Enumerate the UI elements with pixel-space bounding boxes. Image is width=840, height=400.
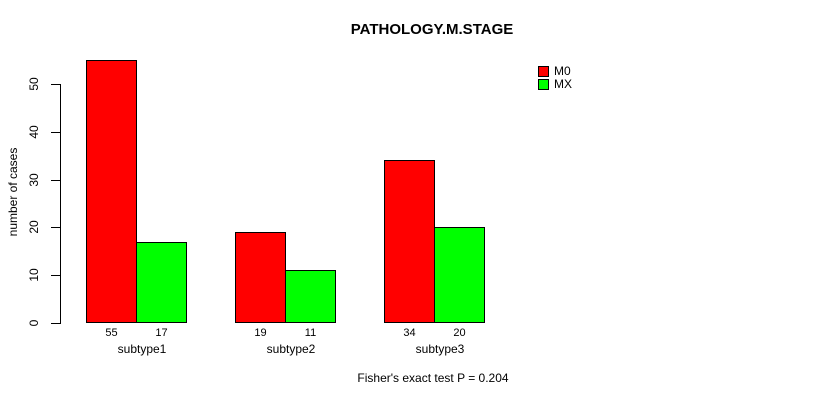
bar-mx-subtype2	[285, 270, 336, 323]
x-axis-category-label: subtype3	[415, 342, 465, 356]
bar-value-label: 55	[105, 327, 118, 339]
x-axis-category-label: subtype2	[266, 342, 316, 356]
bar-value-label: 11	[304, 327, 317, 339]
legend-label-mx: MX	[554, 77, 572, 91]
legend-swatch-mx-icon	[538, 79, 549, 90]
bar-value-label: 17	[155, 327, 168, 339]
x-axis-category-label: subtype1	[117, 342, 167, 356]
y-tick-label: 30	[27, 173, 41, 187]
y-tick-label: 20	[27, 220, 41, 234]
y-tick-label: 40	[27, 125, 41, 139]
chart-title: PATHOLOGY.M.STAGE	[350, 21, 514, 38]
y-tick-mark	[51, 83, 61, 85]
legend: M0 MX	[538, 65, 572, 91]
y-tick-mark	[51, 131, 61, 133]
legend-label-m0: M0	[554, 64, 571, 78]
bar-mx-subtype3	[434, 227, 485, 323]
bar-value-label: 34	[403, 327, 416, 339]
bar-value-label: 20	[453, 327, 466, 339]
bar-value-label: 19	[254, 327, 267, 339]
y-tick-label: 0	[27, 319, 41, 327]
bar-mx-subtype1	[136, 242, 187, 323]
y-tick-mark	[51, 179, 61, 181]
bar-m0-subtype1	[86, 60, 137, 323]
bar-m0-subtype3	[384, 160, 435, 323]
y-tick-mark	[51, 274, 61, 276]
y-axis	[60, 84, 61, 324]
y-axis-label: number of cases	[6, 147, 20, 237]
y-tick-mark	[51, 322, 61, 324]
bar-m0-subtype2	[235, 232, 286, 323]
legend-item-mx: MX	[538, 78, 572, 91]
y-tick-mark	[51, 226, 61, 228]
fisher-test-annotation: Fisher's exact test P = 0.204	[357, 371, 509, 385]
legend-item-m0: M0	[538, 65, 572, 78]
legend-swatch-m0-icon	[538, 66, 549, 77]
y-tick-label: 50	[27, 77, 41, 91]
y-tick-label: 10	[27, 268, 41, 282]
